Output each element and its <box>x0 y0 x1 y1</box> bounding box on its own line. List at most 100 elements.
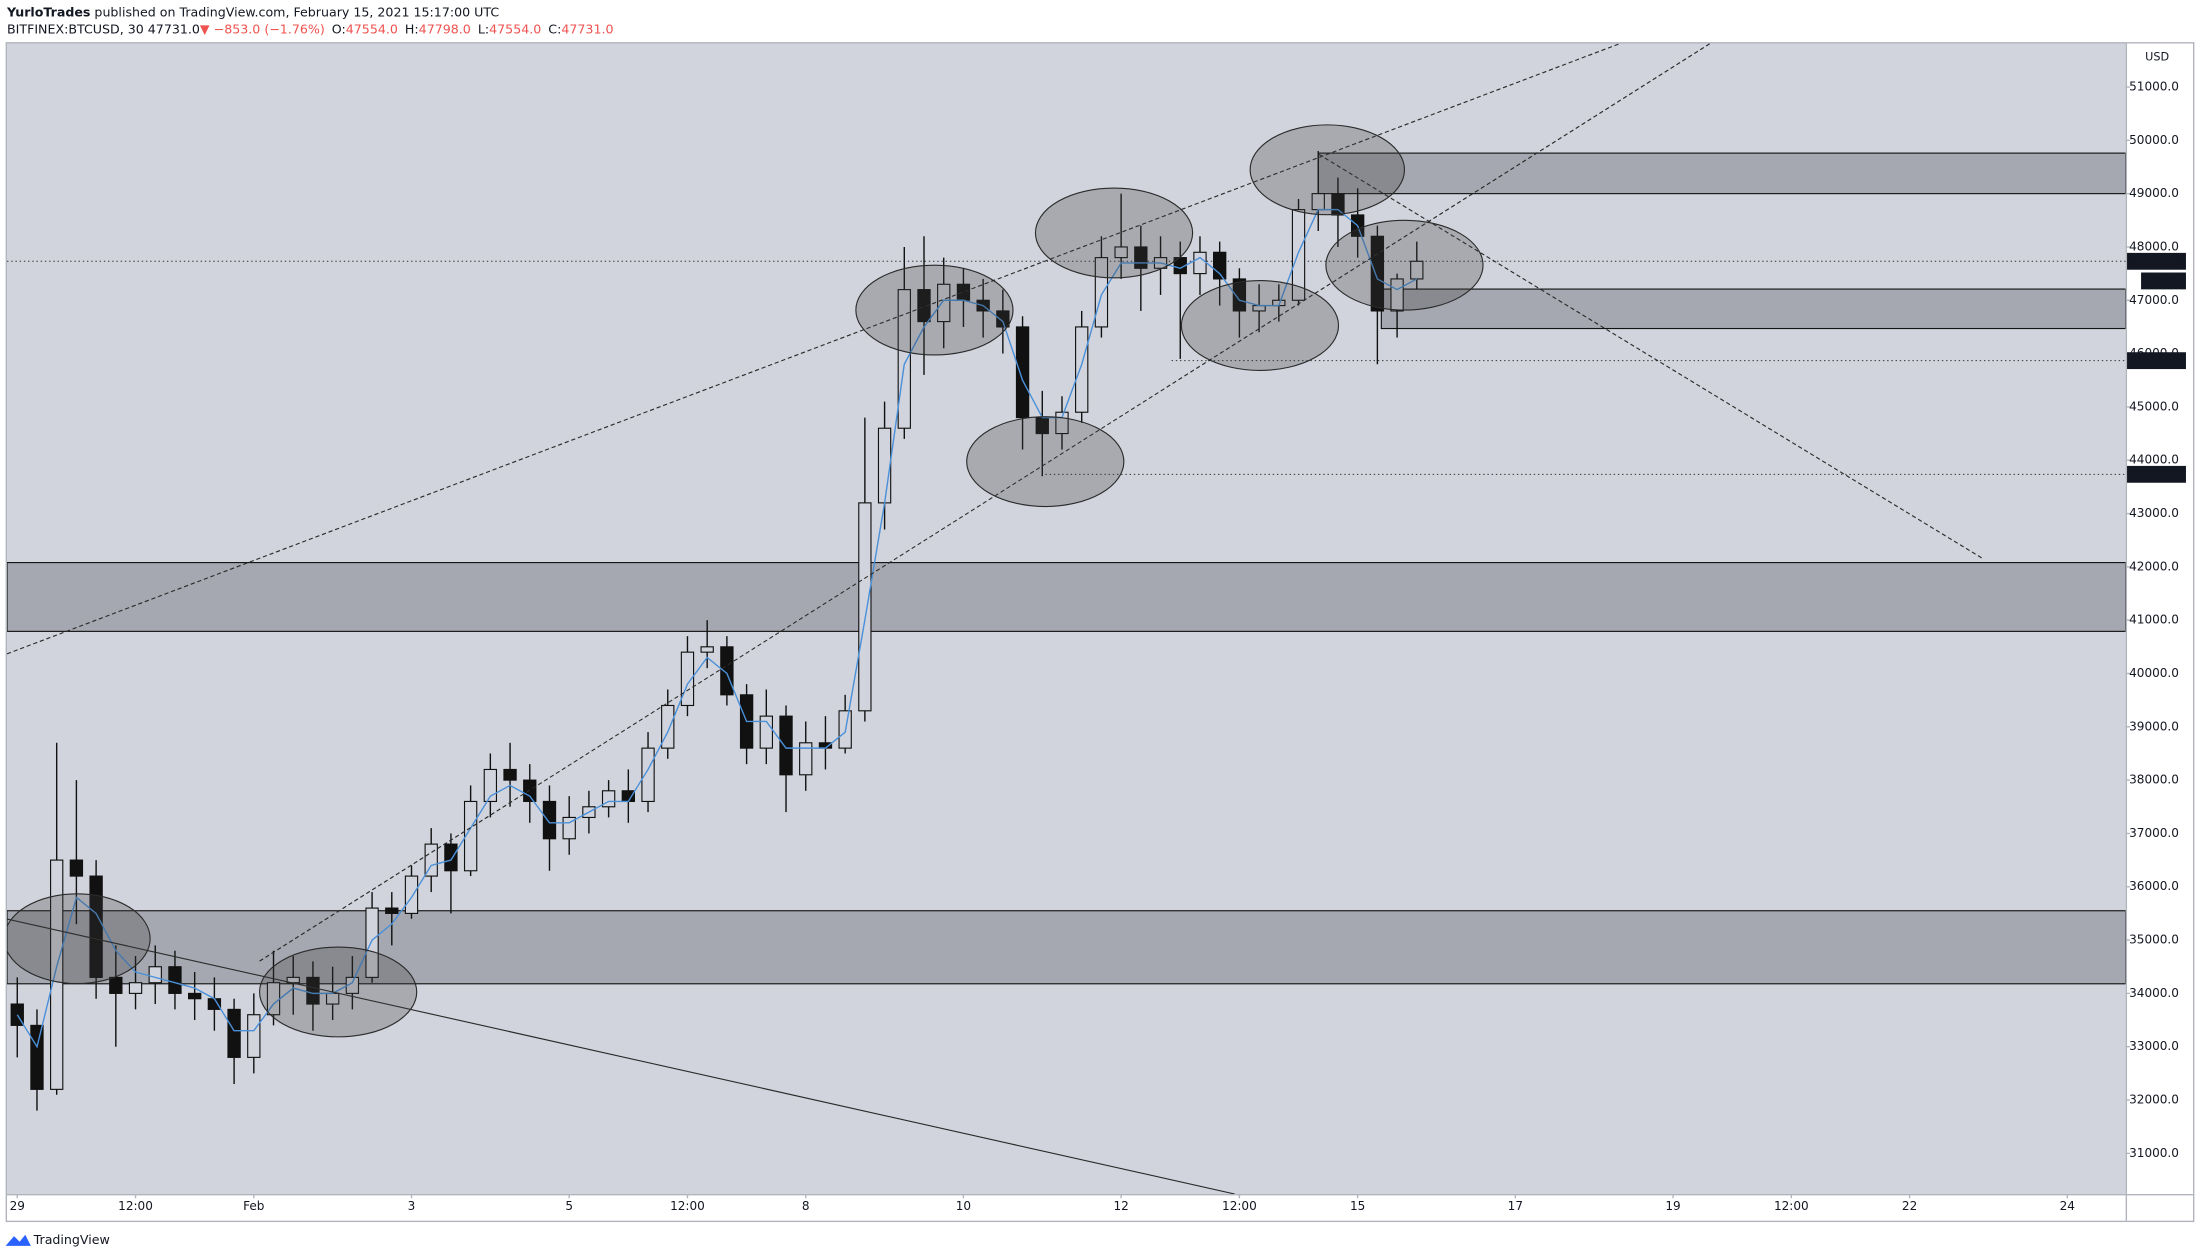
candle-body <box>306 976 320 1005</box>
drawings <box>7 43 1983 1195</box>
candle-body <box>1232 278 1247 312</box>
change: −853.0 (−1.76%) <box>214 21 325 36</box>
x-tick-label: 22 <box>1902 1199 1917 1213</box>
y-tick-label: 42000.0 <box>2129 559 2179 573</box>
candle-body <box>365 907 379 978</box>
candle-body <box>89 875 103 978</box>
trend-line <box>7 43 1622 655</box>
brand: TradingView <box>33 1232 110 1247</box>
candle-body <box>404 875 419 914</box>
candle-body <box>463 800 478 872</box>
ohlc-key: L: <box>478 21 489 36</box>
candle-body <box>621 790 636 803</box>
last-value: 47731.0 <box>148 21 200 36</box>
candle-body <box>424 843 438 877</box>
y-tick-label: 36000.0 <box>2129 879 2179 893</box>
ohlc-value: 47554.0 <box>346 21 398 36</box>
y-tick-label: 31000.0 <box>2129 1146 2179 1160</box>
ohlc-value: 47554.0 <box>489 21 541 36</box>
candle-body <box>661 704 675 749</box>
candle-body <box>641 747 655 803</box>
author: YurloTrades <box>6 4 90 19</box>
price-tag <box>2127 352 2186 370</box>
candle-body <box>30 1024 44 1090</box>
y-tick-label: 32000.0 <box>2129 1093 2179 1107</box>
x-tick-label: 12:00 <box>118 1199 153 1213</box>
candle-body <box>720 646 734 696</box>
candle-body <box>247 1014 261 1058</box>
x-tick-label: 15 <box>1350 1199 1365 1213</box>
x-tick-label: 5 <box>565 1199 573 1213</box>
y-tick-label: 39000.0 <box>2129 719 2179 733</box>
candle-body <box>1390 278 1404 312</box>
ellipse <box>259 946 418 1038</box>
ohlc-value: 47731.0 <box>561 21 613 36</box>
ohlc-key: H: <box>405 21 419 36</box>
zone <box>1317 152 2126 195</box>
x-tick-label: 8 <box>802 1199 810 1213</box>
candle-body <box>207 998 222 1010</box>
candle-body <box>1114 246 1128 259</box>
price-tag-label: 43735.5 <box>2129 467 2184 481</box>
ohlc: O:47554.0 H:47798.0 L:47554.0 C:47731.0 <box>332 21 614 36</box>
candle-body <box>996 310 1010 328</box>
candle-body <box>50 859 64 1090</box>
ohlc-key: O: <box>332 21 346 36</box>
price-tag-label: 45867.6 <box>2129 353 2184 367</box>
candle-body <box>1015 326 1030 419</box>
candle-body <box>385 907 399 914</box>
candle-body <box>858 502 872 712</box>
candle-body <box>1193 251 1207 275</box>
ohlc-value: 47798.0 <box>419 21 471 36</box>
y-tick-label: 37000.0 <box>2129 826 2179 840</box>
y-tick-label: 33000.0 <box>2129 1039 2179 1053</box>
candle-body <box>799 742 813 776</box>
y-tick-label: 49000.0 <box>2129 186 2179 200</box>
trend-line <box>7 918 1235 1195</box>
zone <box>7 562 2126 632</box>
y-tick-label: 51000.0 <box>2129 80 2179 94</box>
price-tag-label: 47731.0 <box>2129 254 2184 268</box>
y-tick-label: 48000.0 <box>2129 239 2179 253</box>
candle-body <box>917 289 931 323</box>
candle-body <box>542 800 557 840</box>
candle-body <box>937 283 951 323</box>
trend-line <box>259 43 1712 962</box>
candle-body <box>128 982 143 994</box>
ellipse <box>7 893 151 985</box>
candle-body <box>759 715 773 749</box>
candle-body <box>1213 251 1227 280</box>
candle-body <box>1094 257 1109 328</box>
y-tick-label: 45000.0 <box>2129 399 2179 413</box>
candle-body <box>1075 326 1089 413</box>
plot <box>7 43 2126 1195</box>
countdown: 13:02 <box>2144 273 2182 287</box>
header-line: YurloTrades published on TradingView.com… <box>6 4 499 19</box>
x-tick-label: 24 <box>2060 1199 2075 1213</box>
x-tick-label: 3 <box>408 1199 416 1213</box>
y-tick-label: 47000.0 <box>2129 293 2179 307</box>
published: published on TradingView.com, February 1… <box>94 4 499 19</box>
logo <box>5 1234 31 1246</box>
candle-body <box>1291 209 1306 301</box>
trend-line <box>1318 153 1983 559</box>
logo-icon <box>5 1234 31 1246</box>
x-tick-label: 12 <box>1113 1199 1128 1213</box>
price-tag <box>2127 465 2186 483</box>
symbol: BITFINEX:BTCUSD, 30 <box>7 21 144 36</box>
ellipse <box>1249 124 1406 216</box>
frame <box>5 42 2195 1223</box>
countdown-box <box>2141 272 2186 290</box>
candle-body <box>877 427 892 504</box>
x-tick-label: 12:00 <box>1774 1199 1809 1213</box>
y-tick-label: 44000.0 <box>2129 453 2179 467</box>
ellipse <box>1180 280 1340 371</box>
ohlc-key: C: <box>548 21 561 36</box>
candle-body <box>779 715 793 776</box>
zones <box>7 152 2126 985</box>
candle-body <box>148 966 162 984</box>
candle-body <box>897 289 911 429</box>
x-tick-label: 12:00 <box>1222 1199 1257 1213</box>
